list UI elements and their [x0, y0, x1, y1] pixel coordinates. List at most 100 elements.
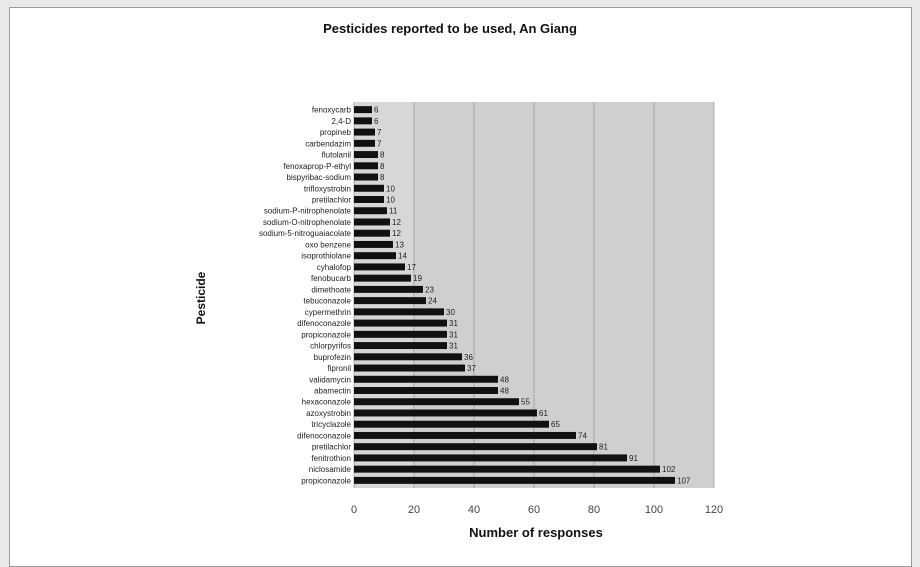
bar	[354, 330, 447, 338]
category-label: fenoxaprop-P-ethyl	[283, 162, 351, 171]
bar	[354, 308, 444, 316]
bar	[354, 431, 576, 439]
bar	[354, 240, 393, 248]
category-label: propineb	[320, 128, 352, 137]
data-label: 36	[464, 353, 473, 362]
category-label: sodium-5-nitroguaiacolate	[259, 229, 352, 238]
data-label: 10	[386, 196, 395, 205]
bar	[354, 274, 411, 282]
data-label: 6	[374, 117, 379, 126]
bar	[354, 465, 660, 473]
bar	[354, 342, 447, 350]
bars-group	[354, 106, 675, 484]
x-tick-label: 100	[645, 504, 663, 516]
data-label: 14	[398, 252, 407, 261]
category-label: niclosamide	[309, 465, 352, 474]
bar	[354, 229, 390, 237]
chart-panel: Pesticides reported to be used, An Giang…	[9, 7, 912, 567]
category-label: buprofezin	[314, 353, 351, 362]
value-labels: 6677888101011121213141719232430313131363…	[374, 106, 691, 486]
data-label: 48	[500, 387, 509, 396]
bar-chart: Pesticides reported to be used, An Giang…	[194, 21, 723, 540]
data-label: 23	[425, 285, 434, 294]
bar	[354, 297, 426, 305]
category-label: propiconazole	[301, 476, 351, 485]
chart-title: Pesticides reported to be used, An Giang	[323, 21, 577, 36]
data-label: 74	[578, 431, 587, 440]
data-label: 61	[539, 409, 548, 418]
data-label: 7	[377, 128, 382, 137]
bar	[354, 162, 378, 170]
y-axis-label: Pesticide	[194, 271, 208, 324]
data-label: 12	[392, 229, 401, 238]
x-tick-labels: 0 20 40 60 80 100 120	[351, 504, 723, 516]
category-label: fipronil	[327, 364, 351, 373]
category-label: carbendazim	[305, 139, 351, 148]
category-label: sodium-P-nitrophenolate	[264, 207, 352, 216]
category-label: fenobucarb	[311, 274, 352, 283]
x-tick-label: 40	[468, 504, 480, 516]
bar	[354, 252, 396, 260]
bar	[354, 387, 498, 394]
x-tick-label: 20	[408, 504, 420, 516]
bar	[354, 184, 384, 192]
bar	[354, 263, 405, 271]
category-label: cyhalofop	[317, 263, 352, 272]
bar	[354, 207, 387, 215]
x-tick-label: 120	[705, 504, 723, 516]
data-label: 81	[599, 443, 608, 452]
data-label: 17	[407, 263, 416, 272]
bar	[354, 375, 498, 383]
data-label: 8	[380, 162, 385, 171]
bar	[354, 151, 378, 159]
data-label: 31	[449, 342, 458, 351]
data-label: 48	[500, 375, 509, 384]
bar	[354, 398, 519, 406]
category-label: azoxystrobin	[306, 409, 351, 418]
data-label: 7	[377, 139, 382, 148]
category-label: difenoconazole	[297, 431, 351, 440]
category-label: isoprothiolane	[301, 252, 351, 261]
plot-highlight	[414, 102, 714, 488]
bar	[354, 128, 375, 136]
bar	[354, 106, 372, 114]
category-label: propiconazole	[301, 330, 351, 339]
bar	[354, 319, 447, 327]
data-label: 102	[662, 465, 676, 474]
bar	[354, 443, 597, 451]
bar	[354, 117, 372, 125]
x-axis-label: Number of responses	[469, 525, 603, 540]
category-label: pretilachlor	[312, 196, 351, 205]
x-tick-label: 80	[588, 504, 600, 516]
bar	[354, 364, 465, 372]
bar	[354, 454, 627, 462]
data-label: 6	[374, 106, 379, 115]
data-label: 55	[521, 398, 530, 407]
category-label: pretilachlor	[312, 443, 351, 452]
data-label: 19	[413, 274, 422, 283]
data-label: 8	[380, 173, 385, 182]
x-tick-label: 60	[528, 504, 540, 516]
category-label: bispyribac-sodium	[287, 173, 352, 182]
bar	[354, 196, 384, 203]
bar	[354, 139, 375, 147]
data-label: 31	[449, 330, 458, 339]
data-label: 8	[380, 151, 385, 160]
bar	[354, 285, 423, 293]
category-label: 2,4-D	[331, 117, 351, 126]
data-label: 30	[446, 308, 455, 317]
bar	[354, 409, 537, 417]
data-label: 91	[629, 454, 638, 463]
category-label: oxo benzene	[305, 240, 351, 249]
bar	[354, 173, 378, 181]
category-label: trifloxystrobin	[304, 184, 351, 193]
x-tick-label: 0	[351, 504, 357, 516]
bar	[354, 218, 390, 226]
bar	[354, 353, 462, 361]
category-label: abamectin	[314, 387, 351, 396]
bar	[354, 420, 549, 428]
bar	[354, 476, 675, 484]
data-label: 24	[428, 297, 437, 306]
category-label: dimethoate	[311, 285, 351, 294]
category-labels: fenoxycarb 2,4-D propineb carbendazim flutol…	[259, 106, 352, 486]
